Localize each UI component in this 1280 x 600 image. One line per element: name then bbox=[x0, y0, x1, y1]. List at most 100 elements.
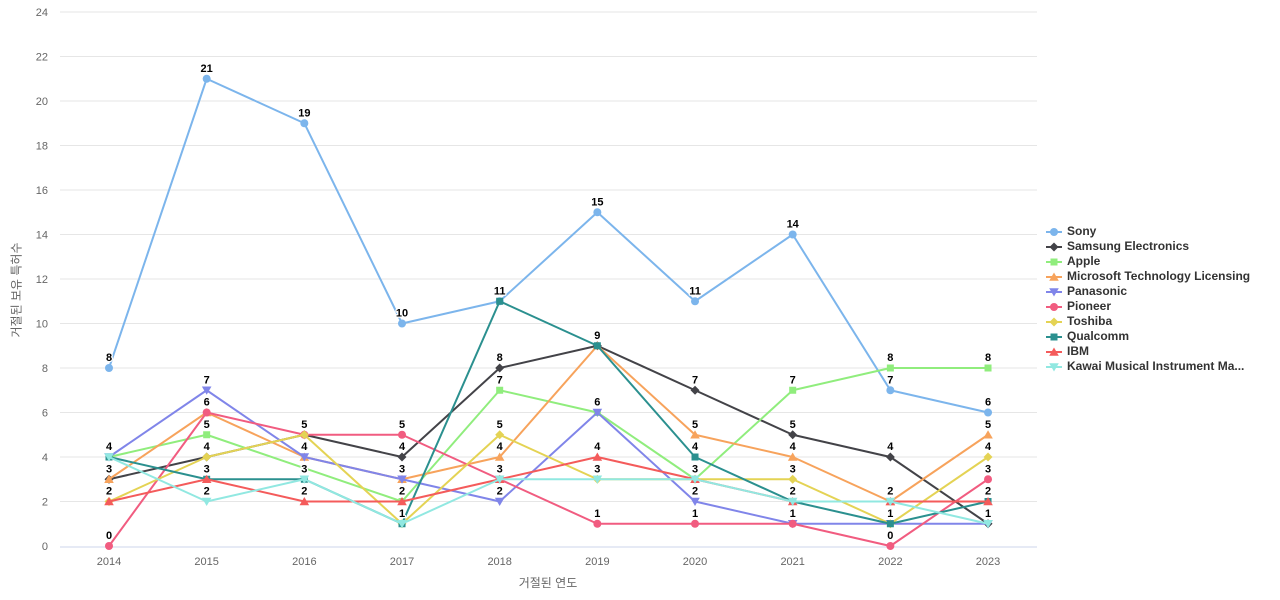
data-point[interactable] bbox=[983, 519, 993, 529]
data-point[interactable] bbox=[398, 430, 407, 439]
data-point[interactable] bbox=[787, 452, 798, 461]
data-point[interactable] bbox=[691, 453, 699, 461]
data-point[interactable] bbox=[201, 497, 212, 506]
legend-item-sony[interactable]: Sony bbox=[1046, 224, 1250, 239]
legend-marker-symbol[interactable] bbox=[1050, 258, 1058, 265]
data-point[interactable] bbox=[495, 430, 505, 440]
series-line bbox=[108, 300, 990, 525]
legend-marker-symbol[interactable] bbox=[1050, 302, 1058, 311]
data-point[interactable] bbox=[104, 453, 114, 462]
data-point[interactable] bbox=[593, 208, 602, 217]
data-point[interactable] bbox=[593, 519, 602, 528]
y-tick-label: 8 bbox=[42, 363, 48, 375]
data-point[interactable] bbox=[983, 497, 993, 506]
legend-item-toshiba[interactable]: Toshiba bbox=[1046, 314, 1250, 329]
data-point[interactable] bbox=[984, 475, 993, 484]
legend-item-panasonic[interactable]: Panasonic bbox=[1046, 284, 1250, 299]
data-point[interactable] bbox=[592, 475, 603, 484]
x-tick-label: 2019 bbox=[585, 556, 609, 568]
data-point[interactable] bbox=[885, 497, 896, 506]
data-label: 8 bbox=[106, 352, 112, 364]
data-label: 19 bbox=[298, 107, 310, 119]
legend-marker-icon bbox=[1046, 258, 1062, 265]
data-point[interactable] bbox=[984, 408, 993, 417]
data-point[interactable] bbox=[203, 431, 211, 439]
data-point[interactable] bbox=[886, 520, 894, 528]
legend-item-qualcomm[interactable]: Qualcomm bbox=[1046, 329, 1250, 344]
data-point[interactable] bbox=[593, 342, 601, 350]
data-point[interactable] bbox=[690, 497, 700, 506]
x-tick-label: 2020 bbox=[683, 556, 707, 568]
data-point[interactable] bbox=[201, 474, 212, 484]
data-point[interactable] bbox=[299, 475, 310, 484]
data-point[interactable] bbox=[397, 519, 407, 529]
data-point[interactable] bbox=[202, 408, 211, 417]
legend-item-kawai-musical-instrument-ma[interactable]: Kawai Musical Instrument Ma... bbox=[1046, 359, 1250, 374]
data-point[interactable] bbox=[494, 497, 505, 506]
y-tick-label: 6 bbox=[42, 408, 48, 420]
legend-item-microsoft-technology-licensing[interactable]: Microsoft Technology Licensing bbox=[1046, 269, 1250, 284]
data-point[interactable] bbox=[690, 430, 700, 439]
data-point[interactable] bbox=[496, 297, 504, 305]
data-point[interactable] bbox=[398, 319, 407, 328]
data-point[interactable] bbox=[397, 452, 407, 462]
data-point[interactable] bbox=[300, 119, 309, 128]
data-point[interactable] bbox=[886, 364, 894, 372]
data-point[interactable] bbox=[788, 474, 798, 484]
data-point[interactable] bbox=[495, 363, 505, 373]
data-point[interactable] bbox=[788, 519, 797, 528]
x-tick-label: 2015 bbox=[194, 556, 218, 568]
x-tick-label: 2017 bbox=[390, 556, 414, 568]
data-point[interactable] bbox=[494, 475, 505, 484]
data-point[interactable] bbox=[592, 408, 603, 417]
data-point[interactable] bbox=[105, 364, 113, 372]
legend-item-samsung-electronics[interactable]: Samsung Electronics bbox=[1046, 239, 1250, 254]
data-point[interactable] bbox=[984, 364, 992, 372]
data-label: 6 bbox=[594, 397, 600, 409]
legend-item-ibm[interactable]: IBM bbox=[1046, 344, 1250, 359]
data-point[interactable] bbox=[299, 430, 309, 440]
data-point[interactable] bbox=[201, 386, 212, 395]
legend-marker-symbol[interactable] bbox=[1049, 242, 1059, 251]
data-point[interactable] bbox=[397, 475, 407, 484]
data-point[interactable] bbox=[886, 386, 895, 395]
data-point[interactable] bbox=[105, 542, 113, 550]
data-label: 21 bbox=[201, 63, 213, 75]
data-point[interactable] bbox=[494, 452, 505, 461]
data-label: 6 bbox=[985, 397, 991, 409]
x-axis-title: 거절된 연도 bbox=[518, 576, 578, 590]
legend-item-pioneer[interactable]: Pioneer bbox=[1046, 299, 1250, 314]
legend-marker-symbol[interactable] bbox=[1049, 272, 1059, 281]
data-point[interactable] bbox=[691, 519, 700, 528]
data-point[interactable] bbox=[691, 297, 700, 306]
data-label: 14 bbox=[787, 219, 800, 231]
data-point[interactable] bbox=[104, 497, 114, 506]
data-point[interactable] bbox=[886, 542, 895, 550]
data-point[interactable] bbox=[787, 497, 798, 506]
data-point[interactable] bbox=[299, 453, 310, 462]
data-point[interactable] bbox=[788, 230, 797, 239]
data-point[interactable] bbox=[983, 452, 993, 462]
data-point[interactable] bbox=[299, 497, 310, 506]
legend-marker-symbol[interactable] bbox=[1050, 227, 1058, 236]
data-point[interactable] bbox=[496, 386, 504, 394]
data-point[interactable] bbox=[788, 430, 798, 440]
data-point[interactable] bbox=[397, 497, 407, 506]
series-line bbox=[108, 367, 990, 503]
legend-marker-symbol[interactable] bbox=[1049, 317, 1059, 326]
data-point[interactable] bbox=[690, 385, 700, 395]
legend-marker-symbol[interactable] bbox=[1049, 347, 1059, 356]
data-point[interactable] bbox=[690, 475, 700, 484]
data-point[interactable] bbox=[104, 474, 114, 484]
legend-marker-symbol[interactable] bbox=[1049, 287, 1059, 296]
legend-marker-symbol[interactable] bbox=[1049, 362, 1059, 371]
data-label: 4 bbox=[985, 441, 992, 453]
data-point[interactable] bbox=[202, 452, 212, 462]
data-point[interactable] bbox=[592, 452, 603, 461]
legend-item-apple[interactable]: Apple bbox=[1046, 254, 1250, 269]
legend-marker-symbol[interactable] bbox=[1050, 333, 1058, 340]
data-point[interactable] bbox=[202, 74, 211, 83]
data-point[interactable] bbox=[885, 452, 895, 462]
data-point[interactable] bbox=[789, 386, 797, 394]
data-point[interactable] bbox=[983, 430, 993, 439]
